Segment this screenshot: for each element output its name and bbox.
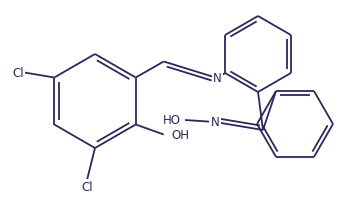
Text: N: N (213, 72, 221, 85)
Text: Cl: Cl (81, 180, 93, 193)
Text: Cl: Cl (13, 67, 24, 80)
Text: N: N (211, 116, 219, 129)
Text: HO: HO (163, 114, 181, 127)
Text: OH: OH (172, 128, 190, 141)
